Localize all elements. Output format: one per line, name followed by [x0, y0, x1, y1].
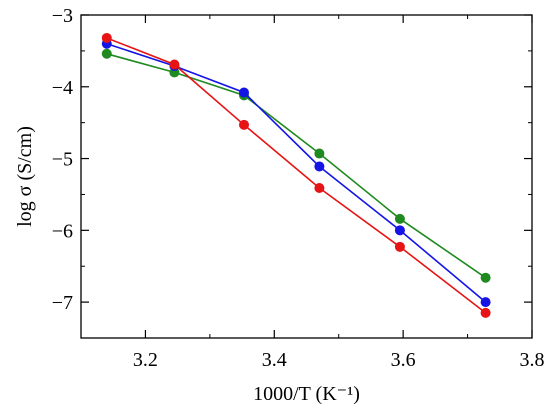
y-tick-label: −3	[52, 5, 73, 27]
series-line	[106, 37, 487, 314]
data-point	[480, 297, 491, 308]
series-3	[101, 32, 491, 318]
data-point	[239, 87, 250, 98]
data-point	[394, 241, 405, 252]
series-layer	[101, 32, 491, 318]
data-point	[394, 213, 405, 224]
x-tick-label: 3.2	[133, 349, 158, 371]
y-tick-label: −6	[52, 220, 73, 242]
series-line	[106, 42, 487, 303]
data-point	[314, 148, 325, 159]
data-point	[480, 272, 491, 283]
series-line	[106, 53, 487, 279]
data-point	[314, 161, 325, 172]
data-point	[239, 119, 250, 130]
data-point	[101, 48, 112, 59]
series-1	[101, 48, 491, 283]
y-tick-label: −5	[52, 149, 73, 171]
y-axis-label: log σ (S/cm)	[14, 126, 36, 227]
data-point	[314, 182, 325, 193]
y-tick-label: −7	[52, 292, 73, 314]
data-point	[169, 59, 180, 70]
y-tick-label: −4	[52, 77, 73, 99]
data-point	[101, 32, 112, 43]
x-tick-label: 3.8	[520, 349, 545, 371]
data-point	[480, 307, 491, 318]
data-point	[394, 225, 405, 236]
tick-labels: 3.2 3.4 3.6 3.8 −7 −6 −5 −4 −3	[52, 5, 545, 371]
x-tick-label: 3.4	[262, 349, 287, 371]
series-2	[101, 38, 491, 308]
x-axis-label: 1000/T (K⁻¹)	[253, 383, 360, 405]
x-tick-label: 3.6	[391, 349, 416, 371]
plot-frame	[80, 14, 533, 339]
